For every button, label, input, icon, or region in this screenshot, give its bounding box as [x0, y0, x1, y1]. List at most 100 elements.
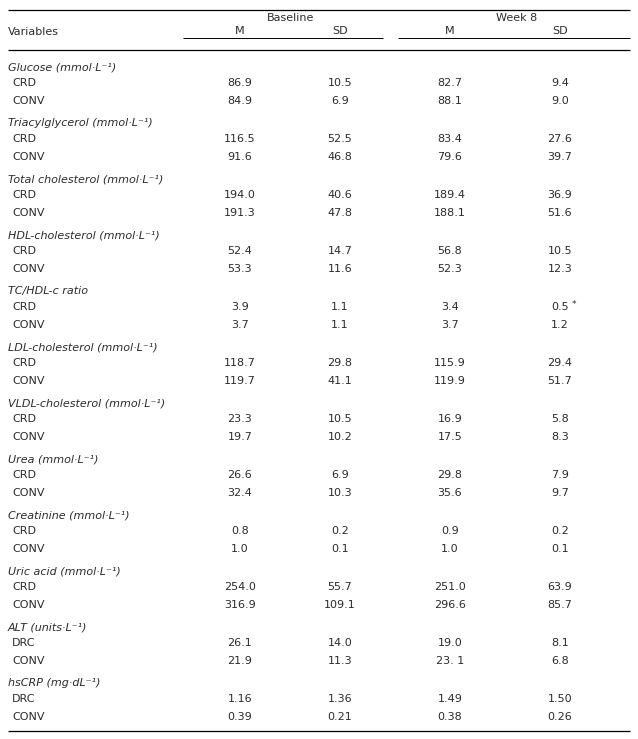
- Text: 115.9: 115.9: [434, 358, 466, 368]
- Text: 83.4: 83.4: [438, 134, 463, 144]
- Text: 23. 1: 23. 1: [436, 656, 464, 666]
- Text: 9.7: 9.7: [551, 488, 569, 498]
- Text: 1.2: 1.2: [551, 320, 569, 330]
- Text: 36.9: 36.9: [547, 190, 572, 200]
- Text: 10.5: 10.5: [328, 414, 352, 424]
- Text: 118.7: 118.7: [224, 358, 256, 368]
- Text: 3.4: 3.4: [441, 302, 459, 312]
- Text: 17.5: 17.5: [438, 432, 463, 442]
- Text: Urea (mmol·L⁻¹): Urea (mmol·L⁻¹): [8, 454, 98, 464]
- Text: 19.7: 19.7: [228, 432, 253, 442]
- Text: 11.3: 11.3: [328, 656, 352, 666]
- Text: 10.5: 10.5: [547, 246, 572, 256]
- Text: 1.50: 1.50: [547, 694, 572, 704]
- Text: 23.3: 23.3: [228, 414, 253, 424]
- Text: CRD: CRD: [12, 78, 36, 88]
- Text: 7.9: 7.9: [551, 470, 569, 480]
- Text: 52.5: 52.5: [328, 134, 352, 144]
- Text: 52.3: 52.3: [438, 264, 463, 274]
- Text: 27.6: 27.6: [547, 134, 572, 144]
- Text: CONV: CONV: [12, 432, 45, 442]
- Text: CONV: CONV: [12, 600, 45, 610]
- Text: 1.49: 1.49: [438, 694, 463, 704]
- Text: DRC: DRC: [12, 638, 36, 648]
- Text: 29.4: 29.4: [547, 358, 572, 368]
- Text: 0.9: 0.9: [441, 526, 459, 536]
- Text: CRD: CRD: [12, 358, 36, 368]
- Text: DRC: DRC: [12, 694, 36, 704]
- Text: 251.0: 251.0: [434, 582, 466, 592]
- Text: 91.6: 91.6: [228, 152, 253, 162]
- Text: 82.7: 82.7: [438, 78, 463, 88]
- Text: CRD: CRD: [12, 414, 36, 424]
- Text: CONV: CONV: [12, 376, 45, 386]
- Text: 0.8: 0.8: [231, 526, 249, 536]
- Text: 79.6: 79.6: [438, 152, 463, 162]
- Text: CONV: CONV: [12, 152, 45, 162]
- Text: CRD: CRD: [12, 246, 36, 256]
- Text: hsCRP (mg·dL⁻¹): hsCRP (mg·dL⁻¹): [8, 678, 101, 688]
- Text: 26.1: 26.1: [228, 638, 253, 648]
- Text: Creatinine (mmol·L⁻¹): Creatinine (mmol·L⁻¹): [8, 510, 130, 520]
- Text: CONV: CONV: [12, 320, 45, 330]
- Text: 32.4: 32.4: [228, 488, 253, 498]
- Text: 10.5: 10.5: [328, 78, 352, 88]
- Text: 51.6: 51.6: [547, 208, 572, 218]
- Text: 40.6: 40.6: [328, 190, 352, 200]
- Text: 119.9: 119.9: [434, 376, 466, 386]
- Text: CONV: CONV: [12, 208, 45, 218]
- Text: 296.6: 296.6: [434, 600, 466, 610]
- Text: 109.1: 109.1: [324, 600, 356, 610]
- Text: CONV: CONV: [12, 712, 45, 722]
- Text: 14.7: 14.7: [327, 246, 352, 256]
- Text: 56.8: 56.8: [438, 246, 463, 256]
- Text: 191.3: 191.3: [224, 208, 256, 218]
- Text: 26.6: 26.6: [228, 470, 253, 480]
- Text: 0.2: 0.2: [551, 526, 569, 536]
- Text: 194.0: 194.0: [224, 190, 256, 200]
- Text: 86.9: 86.9: [228, 78, 253, 88]
- Text: 10.3: 10.3: [328, 488, 352, 498]
- Text: 88.1: 88.1: [438, 96, 463, 106]
- Text: 29.8: 29.8: [438, 470, 463, 480]
- Text: 316.9: 316.9: [224, 600, 256, 610]
- Text: CONV: CONV: [12, 656, 45, 666]
- Text: 10.2: 10.2: [328, 432, 352, 442]
- Text: 21.9: 21.9: [228, 656, 253, 666]
- Text: CRD: CRD: [12, 302, 36, 312]
- Text: 47.8: 47.8: [327, 208, 353, 218]
- Text: 5.8: 5.8: [551, 414, 569, 424]
- Text: 63.9: 63.9: [547, 582, 572, 592]
- Text: 85.7: 85.7: [547, 600, 572, 610]
- Text: SD: SD: [552, 26, 568, 36]
- Text: 1.1: 1.1: [331, 302, 349, 312]
- Text: Triacylglycerol (mmol·L⁻¹): Triacylglycerol (mmol·L⁻¹): [8, 118, 152, 128]
- Text: CONV: CONV: [12, 96, 45, 106]
- Text: 6.9: 6.9: [331, 470, 349, 480]
- Text: CRD: CRD: [12, 190, 36, 200]
- Text: CRD: CRD: [12, 582, 36, 592]
- Text: 35.6: 35.6: [438, 488, 463, 498]
- Text: 1.1: 1.1: [331, 320, 349, 330]
- Text: 9.4: 9.4: [551, 78, 569, 88]
- Text: 0.21: 0.21: [328, 712, 352, 722]
- Text: 254.0: 254.0: [224, 582, 256, 592]
- Text: TC/HDL-c ratio: TC/HDL-c ratio: [8, 286, 88, 296]
- Text: 14.0: 14.0: [328, 638, 352, 648]
- Text: *: *: [572, 299, 577, 308]
- Text: M: M: [445, 26, 455, 36]
- Text: 0.39: 0.39: [228, 712, 253, 722]
- Text: 116.5: 116.5: [224, 134, 256, 144]
- Text: 0.2: 0.2: [331, 526, 349, 536]
- Text: 11.6: 11.6: [328, 264, 352, 274]
- Text: 12.3: 12.3: [547, 264, 572, 274]
- Text: 55.7: 55.7: [328, 582, 352, 592]
- Text: 1.36: 1.36: [328, 694, 352, 704]
- Text: Total cholesterol (mmol·L⁻¹): Total cholesterol (mmol·L⁻¹): [8, 174, 163, 184]
- Text: CRD: CRD: [12, 526, 36, 536]
- Text: 1.0: 1.0: [231, 544, 249, 554]
- Text: 1.0: 1.0: [441, 544, 459, 554]
- Text: 0.38: 0.38: [438, 712, 463, 722]
- Text: 29.8: 29.8: [327, 358, 353, 368]
- Text: 8.3: 8.3: [551, 432, 569, 442]
